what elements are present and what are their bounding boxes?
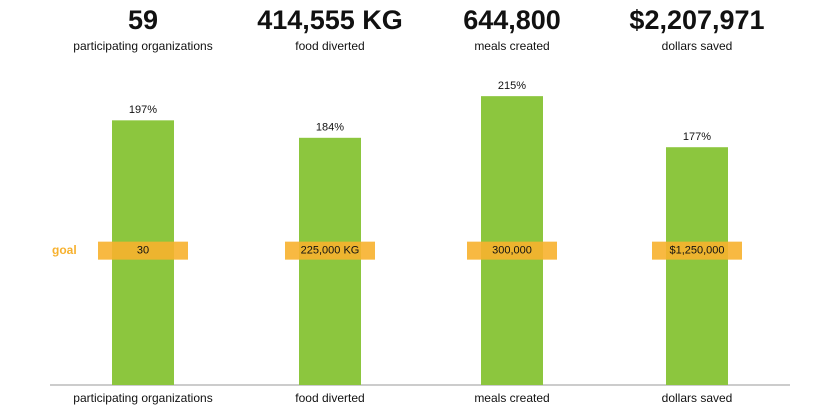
x-tick-label: food diverted [295,391,364,405]
value-label: 184% [316,122,344,134]
bar [481,96,543,386]
goal-value-label: 225,000 KG [301,245,360,257]
goal-value-label: 30 [137,245,149,257]
headline-total: 414,555 KG [257,5,403,35]
goal-value-label: $1,250,000 [669,245,724,257]
headline-total: 644,800 [463,5,561,35]
value-label: 177% [683,131,711,143]
headline-caption: meals created [474,39,549,53]
headline-caption: dollars saved [662,39,733,53]
goal-value-label: 300,000 [492,245,532,257]
headline-caption: food diverted [295,39,364,53]
headline-total: $2,207,971 [629,5,764,35]
goal-band [285,241,375,260]
value-label: 215% [498,80,526,92]
x-tick-label: participating organizations [73,391,212,405]
goal-band [652,241,742,260]
bar [299,137,361,385]
goal-label: goal [52,243,77,257]
headline-caption: participating organizations [73,39,212,53]
goal-band [467,241,557,260]
bar [666,147,728,385]
headline-total: 59 [128,5,158,35]
value-label: 197% [129,104,157,116]
x-tick-label: meals created [474,391,549,405]
goal-band [98,241,188,260]
x-tick-label: dollars saved [662,391,733,405]
